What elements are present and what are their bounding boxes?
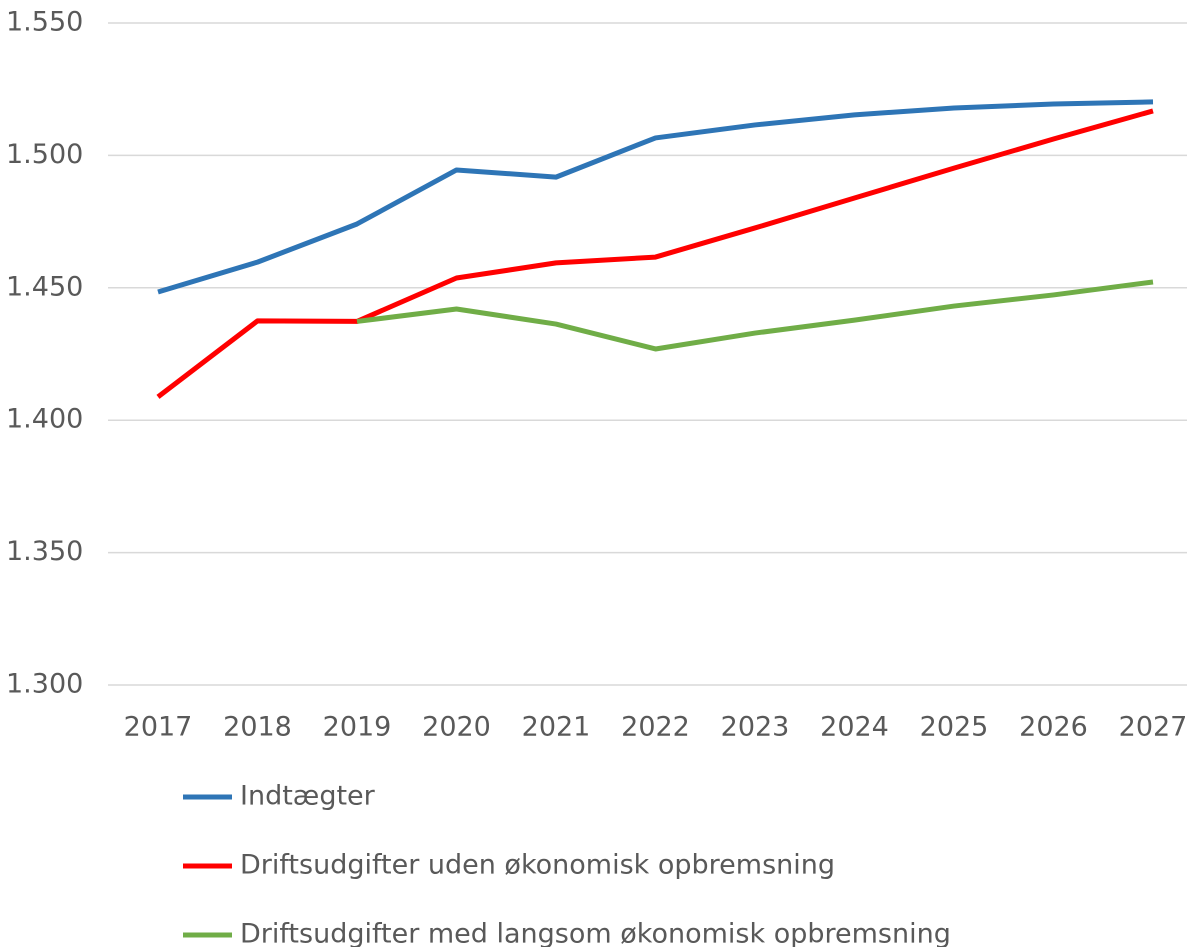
x-tick-label: 2025 [920,712,989,743]
series-line [156,108,1154,399]
series-line [356,279,1154,352]
legend-label: Driftsudgifter med langsom økonomisk opb… [240,919,951,948]
x-tick-label: 2018 [223,712,292,743]
x-tick-label: 2026 [1019,712,1088,743]
x-tick-label: 2023 [721,712,790,743]
y-tick-label: 1.450 [6,271,83,302]
x-tick-label: 2020 [422,712,491,743]
x-tick-label: 2021 [522,712,591,743]
x-tick-label: 2027 [1119,712,1187,743]
y-tick-label: 1.550 [6,7,83,38]
x-tick-label: 2019 [323,712,392,743]
legend-label: Indtægter [240,781,376,812]
x-tick-label: 2022 [621,712,690,743]
y-tick-label: 1.350 [6,536,83,567]
series-line [157,99,1154,295]
y-tick-label: 1.300 [6,669,83,700]
x-tick-label: 2024 [820,712,889,743]
y-tick-label: 1.500 [6,139,83,170]
x-tick-label: 2017 [124,712,193,743]
legend-label: Driftsudgifter uden økonomisk opbremsnin… [240,850,835,881]
y-tick-label: 1.400 [6,404,83,435]
